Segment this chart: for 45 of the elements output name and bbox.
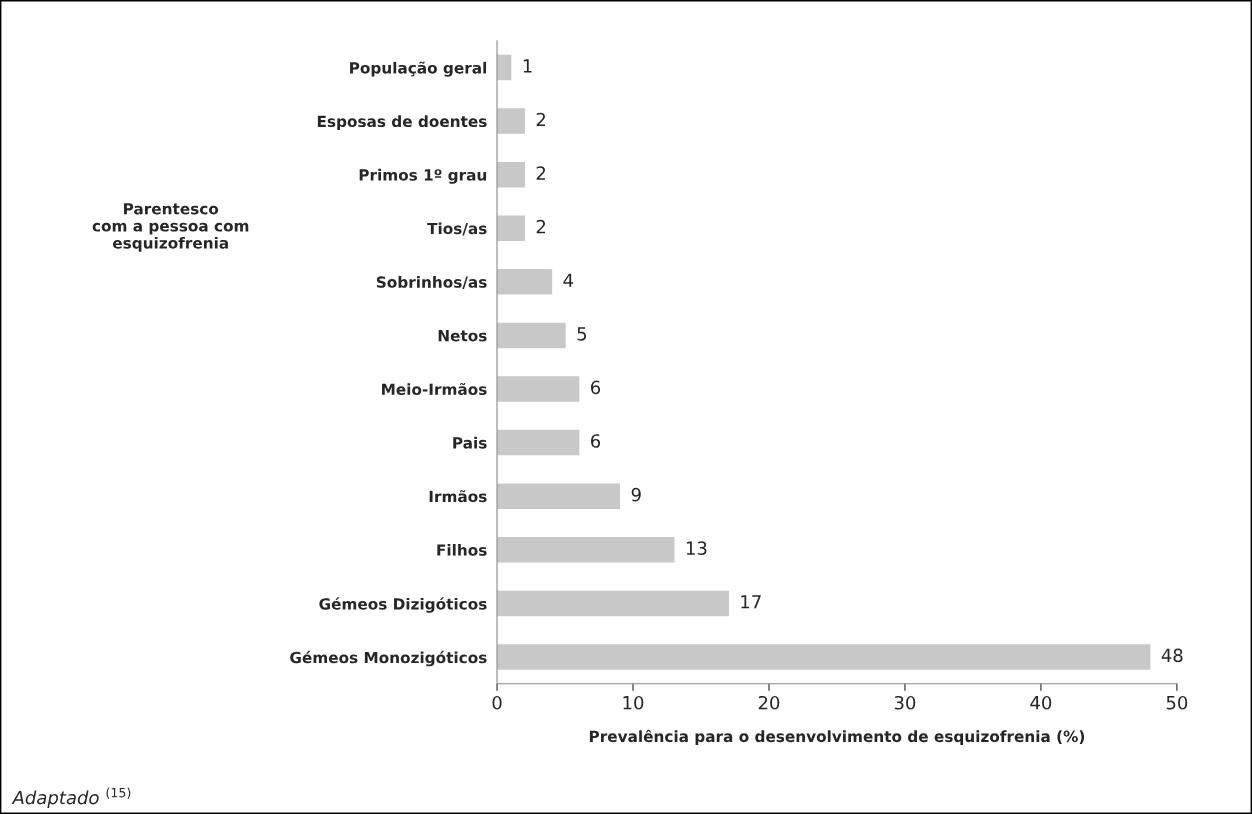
bar — [497, 376, 580, 402]
data-label: 17 — [741, 595, 761, 609]
bar — [497, 54, 512, 81]
text: Adaptado $^{(15)}$ — [11, 787, 131, 808]
data-label: 6 — [591, 380, 601, 395]
y-tick-label: Tios/as — [427, 222, 487, 236]
data-label: 5 — [577, 327, 587, 341]
x-tick-label: 0 — [492, 695, 502, 710]
data-label: 2 — [536, 219, 546, 234]
y-tick-label: Gémeos Monozigóticos — [290, 650, 487, 667]
y-axis-title: Parentesco com a pessoa com esquizofrenia — [92, 203, 249, 252]
data-label: 2 — [536, 112, 546, 127]
x-tick-label: 10 — [623, 695, 644, 710]
x-tick-label: 40 — [1030, 695, 1052, 710]
bar — [497, 537, 675, 563]
y-tick-label: Filhos — [437, 543, 487, 556]
data-label: 2 — [536, 166, 546, 180]
bar — [497, 483, 621, 509]
data-label: 4 — [563, 273, 574, 287]
bar — [497, 269, 553, 295]
bar — [497, 590, 729, 617]
x-tick-label: 30 — [894, 695, 916, 710]
bar — [497, 215, 525, 242]
data-label: 1 — [523, 59, 532, 73]
x-axis-title: Prevalência para o desenvolvimento de esquizofrenia (%) — [589, 729, 1085, 746]
x-tick-label: 20 — [758, 695, 780, 710]
y-tick-label: Sobrinhos/as — [376, 276, 487, 290]
data-label: 13 — [686, 541, 707, 556]
y-tick-label: População geral — [350, 61, 487, 77]
bar — [497, 644, 1151, 670]
data-label: 48 — [1161, 648, 1183, 663]
y-tick-label: Netos — [438, 330, 487, 342]
bar — [497, 429, 580, 456]
y-tick-label: Primos 1º grau — [359, 168, 487, 184]
bar — [497, 108, 525, 134]
data-label: 9 — [631, 487, 641, 502]
x-tick-label: 50 — [1166, 695, 1188, 710]
bar — [497, 161, 525, 188]
bar — [497, 322, 566, 349]
y-tick-label: Meio-Irmãos — [382, 382, 487, 396]
y-tick-label: Pais — [453, 436, 487, 449]
data-label: 6 — [591, 434, 601, 448]
y-tick-label: Esposas de doentes — [317, 115, 487, 131]
y-tick-label: Irmãos — [429, 490, 487, 503]
y-tick-label: Gémeos Dizigóticos — [319, 597, 487, 613]
